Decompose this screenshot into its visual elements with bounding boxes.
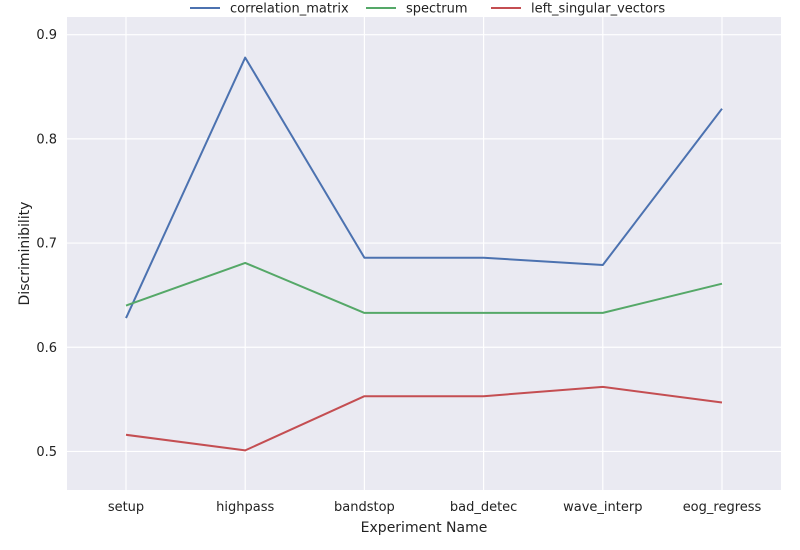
x-tick-label: highpass	[216, 500, 274, 515]
x-tick-label: eog_regress	[683, 500, 762, 515]
series-lines	[125, 56, 723, 452]
legend-label: spectrum	[406, 2, 468, 17]
plot-area	[67, 17, 781, 490]
y-tick-label: 0.8	[36, 132, 57, 147]
legend-label: left_singular_vectors	[531, 2, 665, 17]
y-tick-label: 0.5	[36, 445, 57, 460]
series-line-left-singular-vectors	[125, 385, 723, 452]
x-tick-label: wave_interp	[563, 500, 642, 515]
y-tick-label: 0.7	[36, 237, 57, 252]
x-axis-ticks: setup highpass bandstop bad_detec wave_inter…	[108, 500, 762, 515]
y-tick-label: 0.9	[36, 28, 57, 43]
y-axis-ticks: 0.5 0.6 0.7 0.8 0.9	[36, 28, 57, 460]
legend-item: correlation_matrix	[190, 2, 349, 17]
x-axis-label: Experiment Name	[361, 520, 488, 536]
y-axis-label: Discriminibility	[17, 202, 33, 306]
legend-label: correlation_matrix	[230, 2, 349, 17]
series-line-correlation-matrix	[125, 56, 723, 319]
series-line-spectrum	[125, 261, 723, 314]
legend-item: spectrum	[366, 2, 468, 17]
y-tick-label: 0.6	[36, 341, 57, 356]
legend: correlation_matrix spectrum left_singular_…	[190, 2, 665, 17]
x-tick-label: setup	[108, 500, 144, 515]
x-tick-label: bandstop	[334, 500, 395, 515]
x-tick-label: bad_detec	[450, 500, 517, 515]
legend-item: left_singular_vectors	[491, 2, 665, 17]
grid	[67, 17, 781, 490]
